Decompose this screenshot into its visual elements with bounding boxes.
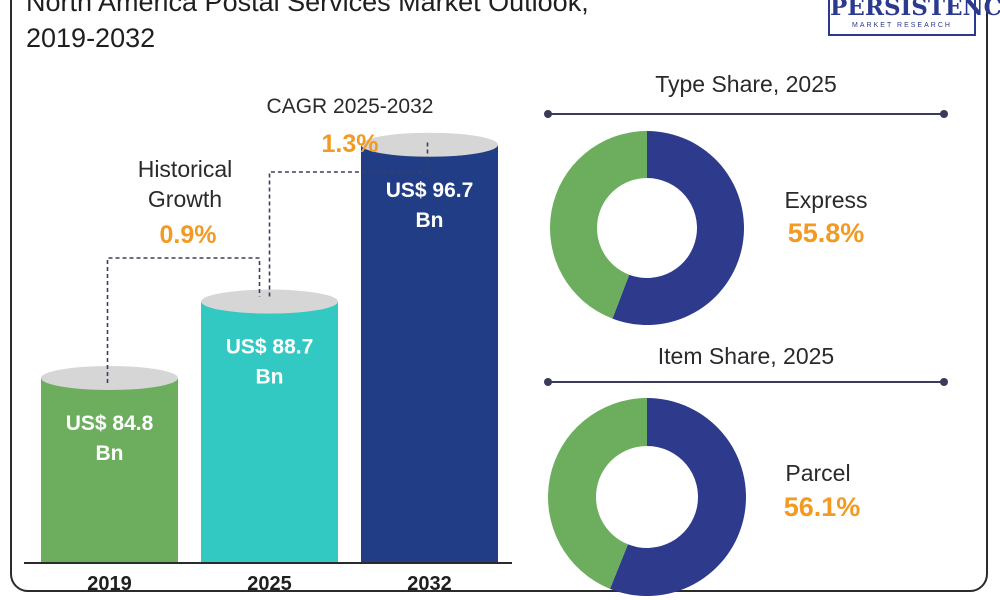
item-share-donut-chart: Item Share, 2025 Parcel 56.1% xyxy=(544,343,948,596)
historical-growth-value: 0.9% xyxy=(160,221,217,249)
historical-growth-label-2: Growth xyxy=(148,186,222,212)
bar-2025: US$ 88.7 Bn xyxy=(201,289,338,562)
type-share-highlight-value: 55.8% xyxy=(788,218,865,248)
logo-brand: PERSISTENCE xyxy=(830,0,1000,21)
cagr-connector xyxy=(268,139,429,297)
bar-body-2032 xyxy=(361,144,498,562)
type-share-title: Type Share, 2025 xyxy=(655,71,837,97)
bar-value-label-2032: US$ 96.7 xyxy=(386,179,474,202)
category-label-2025: 2025 xyxy=(247,573,292,595)
category-label-2019: 2019 xyxy=(87,573,132,595)
type-share-rule-dot-right xyxy=(940,110,948,118)
bar-cap-2025 xyxy=(201,289,338,314)
type-share-highlight-label: Express xyxy=(784,187,867,213)
category-label-2032: 2032 xyxy=(407,573,452,595)
bar-value-label-2019: US$ 84.8 xyxy=(66,412,154,435)
type-share-slice-major xyxy=(612,131,744,325)
historical-growth-connector xyxy=(106,257,261,383)
bar-value-label-2025: US$ 88.7 xyxy=(226,336,314,359)
cagr-value: 1.3% xyxy=(322,130,379,158)
item-share-slice-major xyxy=(609,398,747,596)
item-share-highlight-label: Parcel xyxy=(785,460,850,486)
title-line-1: North America Postal Services Market Out… xyxy=(26,0,589,17)
bar-2019: US$ 84.8 Bn xyxy=(41,366,178,562)
page-title: North America Postal Services Market Out… xyxy=(26,0,746,56)
item-share-donut xyxy=(548,398,747,596)
type-share-rule-dot-left xyxy=(544,110,552,118)
bar-cap-2019 xyxy=(41,366,178,390)
item-share-rule-dot-right xyxy=(940,378,948,386)
item-share-highlight-value: 56.1% xyxy=(784,492,861,522)
title-line-2: 2019-2032 xyxy=(26,23,156,53)
type-share-donut xyxy=(549,131,744,325)
item-share-rule-dot-left xyxy=(544,378,552,386)
logo-tagline: MARKET RESEARCH xyxy=(852,22,952,29)
persistence-logo: PERSISTENCE MARKET RESEARCH xyxy=(828,0,1000,36)
bar-cap-2032 xyxy=(361,132,498,157)
bar-value-unit-2019: Bn xyxy=(96,442,124,465)
bar-chart: US$ 84.8 Bn 2019 US$ 88.7 Bn 2025 US$ 96.7 Bn 20… xyxy=(24,95,512,595)
bar-body-2019 xyxy=(41,378,178,562)
bars-group: US$ 84.8 Bn 2019 US$ 88.7 Bn 2025 US$ 96.7 Bn 20… xyxy=(41,132,498,595)
type-share-donut-chart: Type Share, 2025 Express 55.8% xyxy=(544,71,948,325)
bar-body-2025 xyxy=(201,301,338,562)
cagr-label: CAGR 2025-2032 xyxy=(267,95,434,118)
type-share-slice-minor xyxy=(549,131,647,319)
item-share-slice-minor xyxy=(548,398,647,589)
item-share-title: Item Share, 2025 xyxy=(658,343,834,369)
bar-value-unit-2025: Bn xyxy=(256,366,284,389)
bar-2032: US$ 96.7 Bn xyxy=(361,132,498,562)
bar-value-unit-2032: Bn xyxy=(416,209,444,232)
historical-growth-label-1: Historical xyxy=(138,156,233,182)
